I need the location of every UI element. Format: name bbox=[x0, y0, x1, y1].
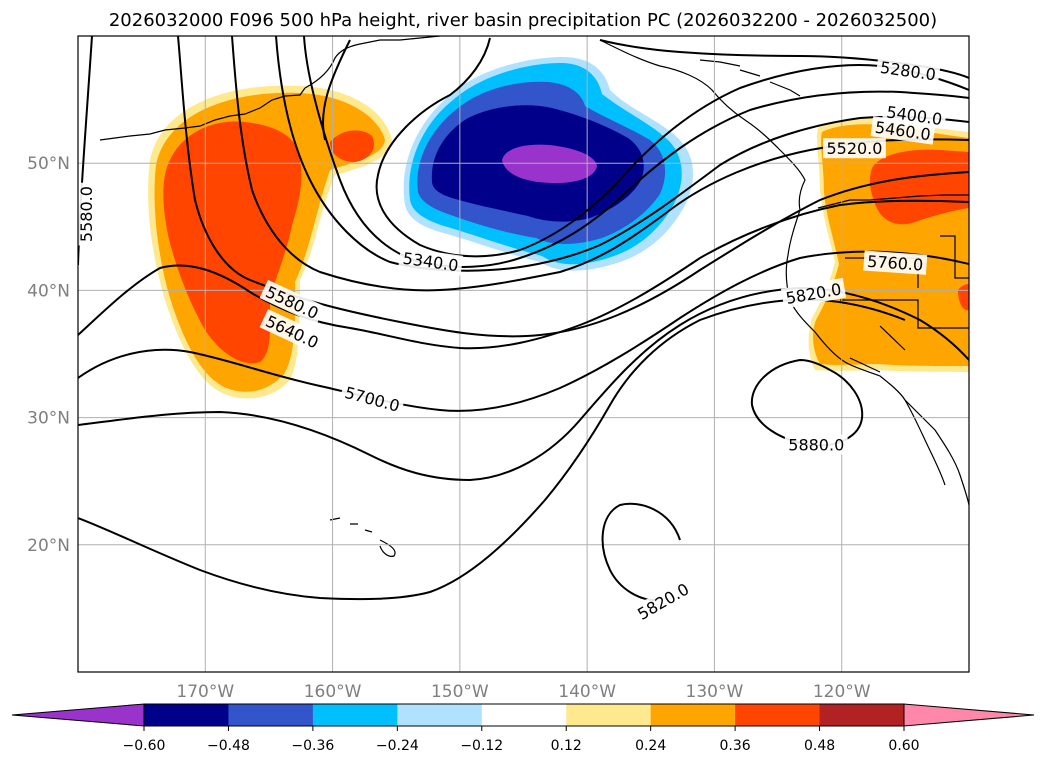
colorbar-segment bbox=[650, 704, 736, 726]
lat-tick-label: 50°N bbox=[27, 154, 70, 174]
colorbar-tick-label: −0.36 bbox=[291, 738, 334, 754]
contour-label-bg bbox=[259, 279, 325, 325]
colorbar-tick-label: −0.48 bbox=[207, 738, 250, 754]
contour-label-bg bbox=[784, 434, 848, 455]
colorbar: −0.60 −0.48 −0.36 −0.24 −0.12 0.12 0.24 0.36 0.4… bbox=[11, 703, 1035, 754]
axis-labels: 170°W 160°W 150°W 140°W 130°W 120°W 50°N 40°N 30… bbox=[27, 154, 871, 702]
contour-label: 5880.0 bbox=[788, 436, 844, 455]
colorbar-tick-label: 0.36 bbox=[720, 738, 751, 754]
colorbar-tick-label: 0.24 bbox=[635, 738, 666, 754]
lon-tick-label: 130°W bbox=[686, 682, 744, 702]
gridlines bbox=[78, 36, 969, 672]
contour-label: 5760.0 bbox=[867, 252, 924, 275]
contour-label-group: 5520.0 bbox=[823, 138, 886, 159]
colorbar-extend-min bbox=[11, 703, 145, 727]
contour-label-bg bbox=[823, 138, 886, 159]
colorbar-extend-max bbox=[903, 703, 1035, 727]
colorbar-segment bbox=[397, 704, 483, 726]
lon-tick-label: 120°W bbox=[813, 682, 871, 702]
colorbar-segment bbox=[819, 704, 905, 726]
contour-label-bg bbox=[863, 250, 928, 275]
contour-label-group: 5880.0 bbox=[784, 434, 848, 455]
colorbar-segment bbox=[228, 704, 314, 726]
contour-label-group: 5460.0 bbox=[870, 116, 936, 145]
lon-tick-label: 160°W bbox=[304, 682, 362, 702]
colorbar-segment bbox=[735, 704, 821, 726]
contour-label-bg bbox=[398, 247, 464, 276]
coastlines bbox=[99, 36, 969, 557]
contour-label-bg bbox=[870, 116, 936, 145]
lon-tick-label: 170°W bbox=[176, 682, 234, 702]
contour-label-bg bbox=[780, 277, 847, 309]
colorbar-tick-label: −0.60 bbox=[123, 738, 166, 754]
colorbar-tick-label: −0.12 bbox=[460, 738, 503, 754]
contour-label: 5520.0 bbox=[826, 139, 882, 158]
contour-label: 5580.0 bbox=[77, 186, 96, 242]
colorbar-segment bbox=[144, 704, 229, 726]
contour-label-bg bbox=[78, 182, 96, 246]
colorbar-segment bbox=[312, 704, 398, 726]
contour-label-bg bbox=[875, 56, 941, 85]
lat-tick-label: 20°N bbox=[27, 536, 70, 556]
colorbar-tick-label: 0.12 bbox=[551, 738, 582, 754]
contour-label-bg bbox=[259, 309, 325, 354]
lon-tick-label: 140°W bbox=[558, 682, 616, 702]
colorbar-segment bbox=[566, 704, 652, 726]
figure-title: 2026032000 F096 500 hPa height, river ba… bbox=[109, 10, 937, 31]
contour-label-group: 5760.0 bbox=[863, 250, 928, 275]
lat-tick-label: 30°N bbox=[27, 409, 70, 429]
contour-label-group: 5580.0 bbox=[77, 182, 96, 246]
colorbar-frame bbox=[143, 703, 905, 727]
shading-positive-west bbox=[148, 85, 392, 399]
lon-tick-label: 150°W bbox=[431, 682, 489, 702]
contour-label-bg bbox=[630, 576, 696, 626]
map-frame bbox=[77, 35, 970, 673]
colorbar-tick-label: 0.48 bbox=[804, 738, 835, 754]
lat-tick-label: 40°N bbox=[27, 281, 70, 301]
colorbar-tick-label: −0.24 bbox=[376, 738, 419, 754]
colorbar-tick-label: 0.60 bbox=[888, 738, 919, 754]
contour-label-bg bbox=[339, 381, 406, 417]
colorbar-segment bbox=[481, 704, 567, 726]
